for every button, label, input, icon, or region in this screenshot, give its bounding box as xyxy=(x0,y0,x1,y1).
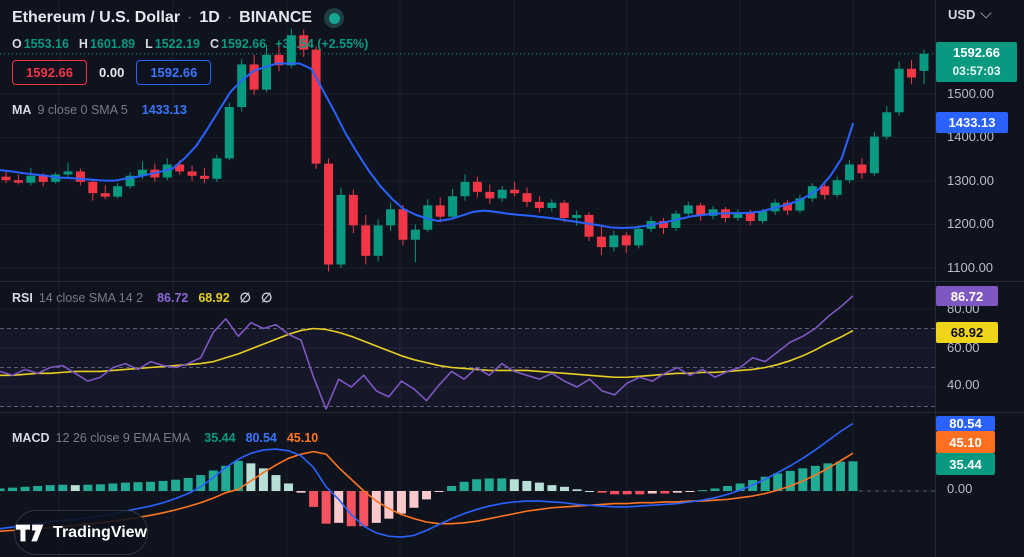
axis-tick-label: 1100.00 xyxy=(947,260,994,275)
close-value: 1592.66 xyxy=(221,37,267,51)
axis-tick-label: 1500.00 xyxy=(947,86,994,101)
candles-layer xyxy=(1,28,929,272)
rsi-sma-axis-badge: 68.92 xyxy=(936,322,998,343)
spread-value: 0.00 xyxy=(99,65,125,80)
axis-tick-label: 40.00 xyxy=(947,377,980,392)
buy-button[interactable]: 1592.66 xyxy=(136,60,212,85)
interval-label[interactable]: 1D xyxy=(199,9,220,26)
axis-tick-label: 0.00 xyxy=(947,481,973,496)
macd-signal-value: 45.10 xyxy=(286,431,319,445)
axis-tick-label: 1300.00 xyxy=(947,173,994,188)
tradingview-logo-icon xyxy=(15,524,44,541)
exchange-label[interactable]: BINANCE xyxy=(239,9,313,26)
macd-hist-axis-badge: 35.44 xyxy=(936,453,995,475)
macd-hist-value: 35.44 xyxy=(204,431,236,445)
empty-set-icon: ∅ xyxy=(260,290,273,305)
open-value: 1553.16 xyxy=(23,37,69,51)
open-label: O xyxy=(12,37,22,51)
ma-legend-row[interactable]: MA 9 close 0 SMA 5 1433.13 xyxy=(12,103,187,117)
empty-set-icon: ∅ xyxy=(239,290,251,305)
high-value: 1601.89 xyxy=(89,37,136,51)
macd-legend-row[interactable]: MACD 12 26 close 9 EMA EMA 35.44 80.54 4… xyxy=(12,431,318,445)
price-axis[interactable]: USD 1500.00 1400.00 1300.00 1200.00 1100.00 8… xyxy=(936,0,1024,557)
chevron-down-icon xyxy=(980,6,993,19)
low-value: 1522.19 xyxy=(154,37,200,51)
title-separator: · xyxy=(187,9,193,26)
bid-ask-row: 1592.66 0.00 1592.66 xyxy=(12,60,212,85)
change-value: +39.54 (+2.55%) xyxy=(275,37,369,51)
ma-axis-badge: 1433.13 xyxy=(936,112,1008,133)
currency-selector[interactable]: USD xyxy=(948,6,993,22)
market-open-dot-icon xyxy=(324,8,345,28)
tradingview-logo-text: TradingView xyxy=(53,523,147,541)
ma-line xyxy=(0,62,855,229)
rsi-params: 14 close SMA 14 2 xyxy=(38,291,144,305)
low-label: L xyxy=(145,37,153,51)
axis-tick-label: 60.00 xyxy=(947,340,980,355)
ma-params: 9 close 0 SMA 5 xyxy=(37,103,128,117)
close-label: C xyxy=(209,37,219,51)
rsi-value: 86.72 xyxy=(157,291,189,305)
macd-histogram xyxy=(0,460,935,527)
symbol-title-row[interactable]: Ethereum / U.S. Dollar · 1D · BINANCE xyxy=(12,8,345,28)
rsi-legend-row[interactable]: RSI 14 close SMA 14 2 86.72 68.92 ∅ ∅ xyxy=(12,290,272,306)
bar-countdown: 03:57:03 xyxy=(952,64,1001,78)
macd-line-value: 80.54 xyxy=(245,431,277,445)
axis-tick-label: 1200.00 xyxy=(947,216,994,231)
title-separator: · xyxy=(226,9,233,26)
last-price-value: 1592.66 xyxy=(953,45,1000,60)
rsi-lines xyxy=(0,295,854,410)
macd-name[interactable]: MACD xyxy=(12,431,50,445)
ma-name[interactable]: MA xyxy=(12,103,32,117)
rsi-sma-value: 68.92 xyxy=(198,291,230,305)
currency-label[interactable]: USD xyxy=(948,7,976,22)
ma-value: 1433.13 xyxy=(141,103,187,117)
macd-params: 12 26 close 9 EMA EMA xyxy=(55,431,191,445)
last-price-badge: 1592.66 03:57:03 xyxy=(936,42,1017,82)
macd-signal-axis-badge: 45.10 xyxy=(936,431,995,453)
ohlc-row: O 1553.16 H 1601.89 L 1522.19 C 1592.66 … xyxy=(12,37,368,51)
high-label: H xyxy=(78,37,88,51)
macd-line-axis-badge: 80.54 xyxy=(936,416,995,431)
rsi-name[interactable]: RSI xyxy=(12,291,33,305)
rsi-axis-badge: 86.72 xyxy=(936,286,998,306)
symbol-name[interactable]: Ethereum / U.S. Dollar xyxy=(12,9,181,26)
tradingview-logo[interactable]: TradingView xyxy=(14,510,148,555)
sell-button[interactable]: 1592.66 xyxy=(12,60,87,85)
